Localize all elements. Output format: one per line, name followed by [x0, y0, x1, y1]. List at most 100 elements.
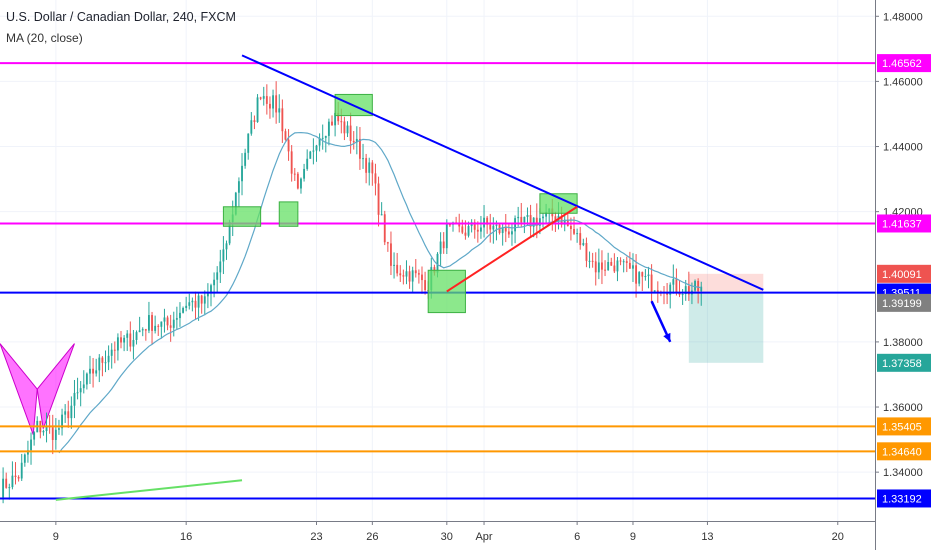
- candle-body: [129, 333, 132, 347]
- candle-body: [275, 95, 278, 113]
- x-tick-label: 6: [574, 531, 580, 543]
- price-tag-label: 1.39199: [882, 298, 922, 310]
- chart-title: U.S. Dollar / Canadian Dollar, 240, FXCM: [6, 10, 236, 24]
- harmonic-pattern-right: [36, 343, 75, 429]
- candle-body: [265, 96, 268, 104]
- x-tick-label: 9: [630, 531, 636, 543]
- candle-body: [343, 121, 346, 134]
- candle-body: [383, 214, 386, 243]
- candle-body: [666, 292, 669, 295]
- position-target-zone: [688, 292, 764, 363]
- candle-body: [293, 173, 296, 175]
- candle-body: [647, 274, 650, 277]
- candle-body: [300, 178, 302, 189]
- x-tick-label: 26: [366, 531, 378, 543]
- candle-body: [92, 368, 95, 374]
- candle-body: [669, 284, 672, 295]
- candle-body: [576, 233, 579, 235]
- price-tag-bg: [877, 353, 931, 372]
- price-tag-bg: [877, 293, 931, 312]
- x-tick-label: 9: [53, 531, 59, 543]
- candle-body: [607, 261, 610, 271]
- candle-body: [216, 272, 219, 280]
- candles: [2, 81, 703, 504]
- candle-body: [504, 227, 507, 232]
- candle-body: [281, 108, 284, 132]
- candle-body: [175, 318, 178, 320]
- candle-body: [42, 430, 45, 433]
- trendline: [241, 54, 764, 291]
- candle-body: [182, 307, 184, 313]
- candle-body: [123, 337, 126, 343]
- candle-body: [107, 355, 110, 363]
- candle-body: [234, 192, 237, 215]
- highlight-box: [539, 193, 578, 214]
- candle-body: [219, 261, 222, 273]
- level-tag-label: 1.41637: [882, 218, 922, 230]
- candle-body: [588, 260, 591, 262]
- candle-body: [141, 329, 144, 331]
- candle-body: [507, 231, 510, 235]
- candle-body: [439, 241, 442, 254]
- candle-body: [30, 439, 32, 451]
- candle-body: [417, 273, 420, 275]
- candle-body: [51, 427, 54, 440]
- candle-body: [368, 162, 371, 173]
- candle-body: [542, 216, 544, 219]
- candle-body: [185, 305, 188, 308]
- harmonic-pattern-left: [0, 343, 38, 435]
- candle-body: [244, 152, 247, 166]
- candle-body: [70, 405, 73, 419]
- candle-body: [11, 475, 14, 488]
- candle-body: [61, 414, 63, 429]
- candle-body: [228, 222, 231, 244]
- candle-body: [402, 275, 405, 277]
- candle-body: [213, 279, 216, 286]
- candle-body: [436, 253, 439, 273]
- candle-body: [194, 300, 197, 308]
- y-tick-label: 1.34000: [883, 467, 923, 479]
- candle-body: [610, 261, 613, 266]
- highlight-box: [278, 201, 299, 227]
- candle-body: [656, 290, 659, 292]
- candle-body: [579, 233, 582, 246]
- candle-body: [442, 241, 445, 249]
- candle-body: [480, 227, 482, 232]
- candle-body: [545, 212, 548, 217]
- candle-body: [619, 260, 622, 262]
- candle-body: [495, 224, 498, 226]
- candle-body: [355, 138, 358, 143]
- candle-body: [573, 229, 575, 234]
- candle-body: [101, 357, 104, 363]
- candle-body: [303, 168, 306, 179]
- candle-body: [191, 300, 194, 303]
- candle-body: [138, 330, 141, 333]
- candle-body: [511, 231, 513, 235]
- candle-body: [424, 280, 427, 291]
- candle-body: [501, 227, 504, 234]
- moving-average: [58, 131, 702, 454]
- candle-body: [334, 112, 337, 126]
- candle-body: [132, 339, 135, 347]
- grid: [0, 0, 875, 521]
- candle-body: [374, 173, 377, 184]
- candle-body: [206, 292, 209, 297]
- drawings-back: [0, 273, 764, 435]
- candle-body: [73, 392, 76, 406]
- candle-body: [203, 296, 206, 304]
- candle-body: [2, 478, 5, 498]
- candle-body: [517, 216, 520, 219]
- candle-body: [296, 173, 299, 189]
- candle-body: [358, 138, 361, 159]
- candle-body: [98, 357, 101, 371]
- candle-body: [148, 315, 150, 331]
- candle-body: [635, 265, 638, 284]
- candle-body: [535, 217, 538, 226]
- trendline: [55, 479, 243, 501]
- candle-body: [79, 388, 82, 393]
- candle-body: [489, 224, 492, 230]
- candle-body: [33, 432, 36, 440]
- candle-body: [377, 183, 380, 215]
- candle-body: [591, 260, 594, 262]
